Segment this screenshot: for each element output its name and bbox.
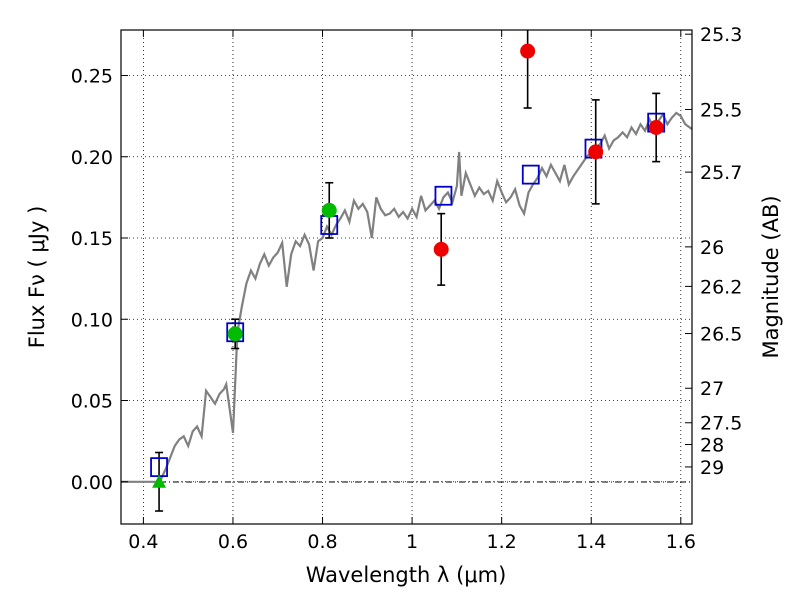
magnitude-tick-label: 25.5: [700, 99, 742, 121]
x-axis-ticks: 0.4 0.6 0.8 1 1.2 1.4 1.6: [128, 30, 696, 553]
x-tick-label: 0.8: [307, 531, 337, 553]
x-tick-label: 1.4: [576, 531, 606, 553]
upper-limit-triangle: [152, 474, 167, 488]
x-axis-label: Wavelength λ (μm): [306, 563, 507, 587]
magnitude-tick-label: 27.5: [700, 413, 742, 435]
plot-frame: [120, 29, 693, 525]
data-markers: [150, 43, 666, 488]
y-tick-label: 0.00: [71, 472, 113, 494]
magnitude-tick-label: 26.5: [700, 324, 742, 346]
photometry-point: [321, 202, 337, 218]
photometry-point: [520, 43, 536, 59]
model-photometry-square: [521, 164, 540, 185]
photometry-point: [227, 326, 243, 342]
y-tick-label: 0.20: [71, 147, 113, 169]
error-bars: [155, 30, 661, 512]
photometry-point: [588, 144, 604, 160]
magnitude-tick-label: 26: [700, 237, 724, 259]
y-axis-label: Flux Fν ( μJy ): [25, 206, 49, 349]
photometry-point: [648, 120, 664, 135]
x-tick-label: 1.6: [666, 531, 696, 553]
y-tick-label: 0.05: [71, 391, 113, 413]
magnitude-tick-label: 28: [700, 435, 724, 457]
x-tick-label: 0.4: [128, 531, 158, 553]
magnitude-tick-label: 26.2: [700, 276, 742, 298]
y-tick-label: 0.25: [71, 66, 113, 88]
y-tick-label: 0.10: [71, 309, 113, 331]
grid-lines: [121, 30, 692, 524]
model-photometry-square: [434, 185, 453, 206]
magnitude-tick-label: 27: [700, 378, 724, 400]
magnitude-axis-label: Magnitude (AB): [759, 195, 783, 358]
magnitude-tick-label: 29: [700, 457, 724, 479]
magnitude-tick-label: 25.7: [700, 162, 742, 184]
x-tick-label: 0.6: [218, 531, 248, 553]
photometry-point: [433, 241, 449, 257]
x-tick-label: 1: [406, 531, 418, 553]
y-tick-label: 0.15: [71, 228, 113, 250]
x-tick-label: 1.2: [487, 531, 517, 553]
model-sed-line: [121, 111, 693, 483]
y-axis-ticks: 0.00 0.05 0.10 0.15 0.20 0.25: [71, 66, 128, 494]
magnitude-tick-label: 25.3: [700, 24, 742, 46]
